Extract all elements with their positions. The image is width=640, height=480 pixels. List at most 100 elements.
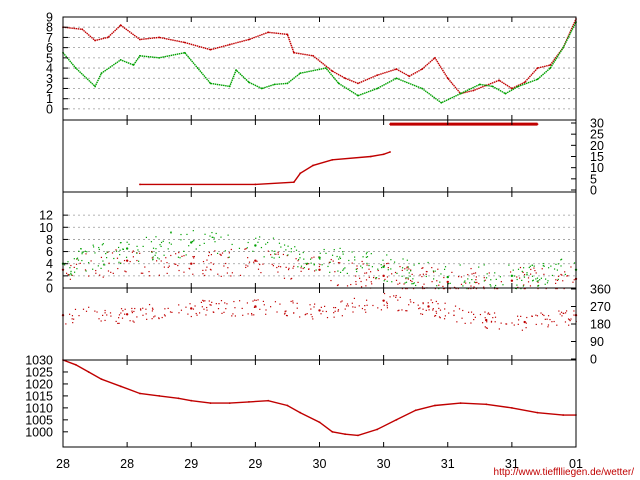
scatter-dot-p4-red-52 (253, 306, 256, 308)
scatter-dot-p4-red-63 (187, 313, 189, 315)
scatter-dot-p3-red-77 (132, 250, 134, 252)
scatter-dot-p3-green-125 (180, 233, 182, 236)
scatter-dot-p3-red-208 (337, 284, 339, 286)
scatter-dot-p3-green-291 (407, 277, 409, 279)
ytick-label-p5-1030: 1030 (25, 354, 53, 368)
ytick-label-p1-4: 4 (46, 62, 53, 76)
data-point-p1-green-8 (183, 51, 186, 54)
scatter-dot-p3-green-165 (167, 248, 169, 250)
scatter-dot-p4-red-79 (568, 319, 570, 321)
scatter-dot-p4-red-4 (215, 303, 217, 305)
scatter-dot-p3-green-154 (119, 262, 122, 265)
scatter-dot-p3-green-178 (170, 232, 172, 234)
scatter-dot-p3-green-313 (274, 250, 276, 252)
scatter-dot-p3-red-239 (555, 279, 557, 281)
scatter-dot-p4-red-243 (494, 321, 496, 323)
scatter-dot-p4-red-289 (536, 315, 539, 317)
scatter-dot-p3-green-129 (573, 262, 576, 264)
scatter-dot-p3-green-55 (362, 256, 364, 258)
scatter-dot-p4-red-136 (223, 311, 225, 313)
scatter-dot-p4-red-13 (202, 299, 204, 301)
scatter-dot-p3-green-90 (406, 259, 408, 261)
scatter-dot-p3-red-307 (282, 253, 284, 256)
scatter-dot-p3-red-1 (387, 262, 389, 264)
scatter-dot-p3-red-187 (90, 260, 92, 262)
scatter-dot-p4-red-318 (213, 311, 215, 313)
scatter-dot-p4-red-228 (549, 318, 551, 321)
scatter-dot-p4-red-31 (570, 318, 572, 320)
scatter-dot-p3-red-289 (410, 269, 412, 271)
scatter-dot-p3-red-42 (527, 277, 530, 279)
data-point-p5-red-18 (357, 434, 359, 437)
scatter-dot-p4-red-200 (395, 294, 397, 297)
scatter-dot-p3-red-149 (271, 263, 273, 265)
scatter-dot-p3-green-160 (94, 252, 96, 254)
ytick-label-p1-3: 3 (46, 72, 53, 86)
scatter-dot-p4-red-59 (462, 309, 464, 312)
scatter-dot-p3-green-51 (102, 260, 104, 262)
scatter-dot-p4-red-82 (372, 304, 374, 307)
data-point-p5-red-14 (299, 411, 302, 414)
scatter-dot-p4-red-73 (71, 318, 73, 320)
scatter-dot-p4-red-143 (365, 311, 367, 313)
scatter-dot-p4-red-131 (448, 312, 450, 314)
scatter-dot-p3-green-47 (370, 253, 372, 255)
scatter-dot-p3-red-96 (457, 288, 459, 290)
scatter-dot-p4-red-245 (221, 312, 223, 314)
scatter-dot-p4-red-132 (250, 312, 253, 315)
scatter-dot-p4-red-148 (204, 300, 206, 302)
scatter-dot-p4-red-252 (306, 313, 308, 315)
scatter-dot-p3-red-273 (175, 253, 177, 255)
scatter-dot-p3-red-34 (475, 281, 477, 284)
data-point-p1-green-32 (562, 46, 565, 49)
scatter-dot-p3-red-52 (107, 270, 110, 272)
scatter-dot-p3-green-309 (81, 259, 83, 262)
scatter-dot-p4-red-51 (427, 302, 429, 304)
data-point-p1-red-2 (94, 39, 96, 42)
data-point-p1-red-7 (183, 41, 186, 44)
scatter-dot-p4-red-25 (269, 306, 272, 308)
scatter-dot-p4-red-233 (88, 306, 90, 308)
scatter-dot-p3-red-259 (529, 285, 532, 287)
scatter-dot-p3-green-316 (303, 258, 305, 260)
scatter-dot-p3-green-16 (469, 282, 471, 284)
scatter-dot-p3-green-195 (526, 272, 528, 274)
scatter-dot-p3-green-37 (267, 241, 269, 244)
scatter-dot-p4-red-193 (333, 316, 335, 318)
scatter-dot-p3-green-182 (231, 243, 233, 246)
scatter-dot-p4-red-9 (161, 316, 163, 319)
scatter-dot-p3-red-191 (483, 277, 485, 279)
ytick-label-p5-1015: 1015 (25, 389, 53, 403)
scatter-dot-p4-red-54 (131, 310, 133, 312)
scatter-dot-p3-red-84 (175, 263, 177, 265)
scatter-dot-p3-green-112 (82, 251, 84, 253)
scatter-dot-p4-red-69 (98, 318, 100, 320)
data-point-p1-red-16 (344, 77, 347, 80)
scatter-dot-p3-green-67 (329, 271, 331, 273)
scatter-dot-p3-green-238 (152, 247, 155, 249)
data-point-p1-green-4 (119, 58, 122, 61)
scatter-dot-p4-red-317 (517, 319, 520, 321)
scatter-dot-p4-red-189 (131, 311, 133, 314)
scatter-dot-p3-red-62 (193, 262, 195, 265)
scatter-dot-p3-green-232 (290, 248, 292, 250)
scatter-dot-p4-red-151 (393, 295, 395, 297)
scatter-dot-p3-red-146 (471, 273, 473, 275)
scatter-dot-p3-green-62 (88, 262, 90, 264)
scatter-dot-p3-red-166 (527, 281, 530, 283)
scatter-dot-p3-red-81 (125, 271, 127, 273)
scatter-dot-p3-green-73 (106, 251, 108, 253)
scatter-dot-p3-green-214 (306, 262, 309, 264)
scatter-dot-p4-red-191 (117, 322, 119, 325)
scatter-dot-p3-green-52 (92, 246, 95, 248)
data-point-p3-green-6 (446, 275, 449, 279)
scatter-dot-p4-red-203 (546, 318, 548, 320)
scatter-dot-p3-red-145 (85, 253, 87, 255)
scatter-dot-p3-red-60 (366, 264, 368, 266)
data-point-p5-red-15 (318, 421, 321, 424)
scatter-dot-p3-green-177 (536, 277, 539, 279)
scatter-dot-p4-red-207 (192, 308, 195, 310)
scatter-dot-p4-red-108 (386, 302, 388, 305)
data-point-p1-red-19 (395, 68, 398, 70)
ytick-label-p5-1025: 1025 (25, 365, 53, 379)
